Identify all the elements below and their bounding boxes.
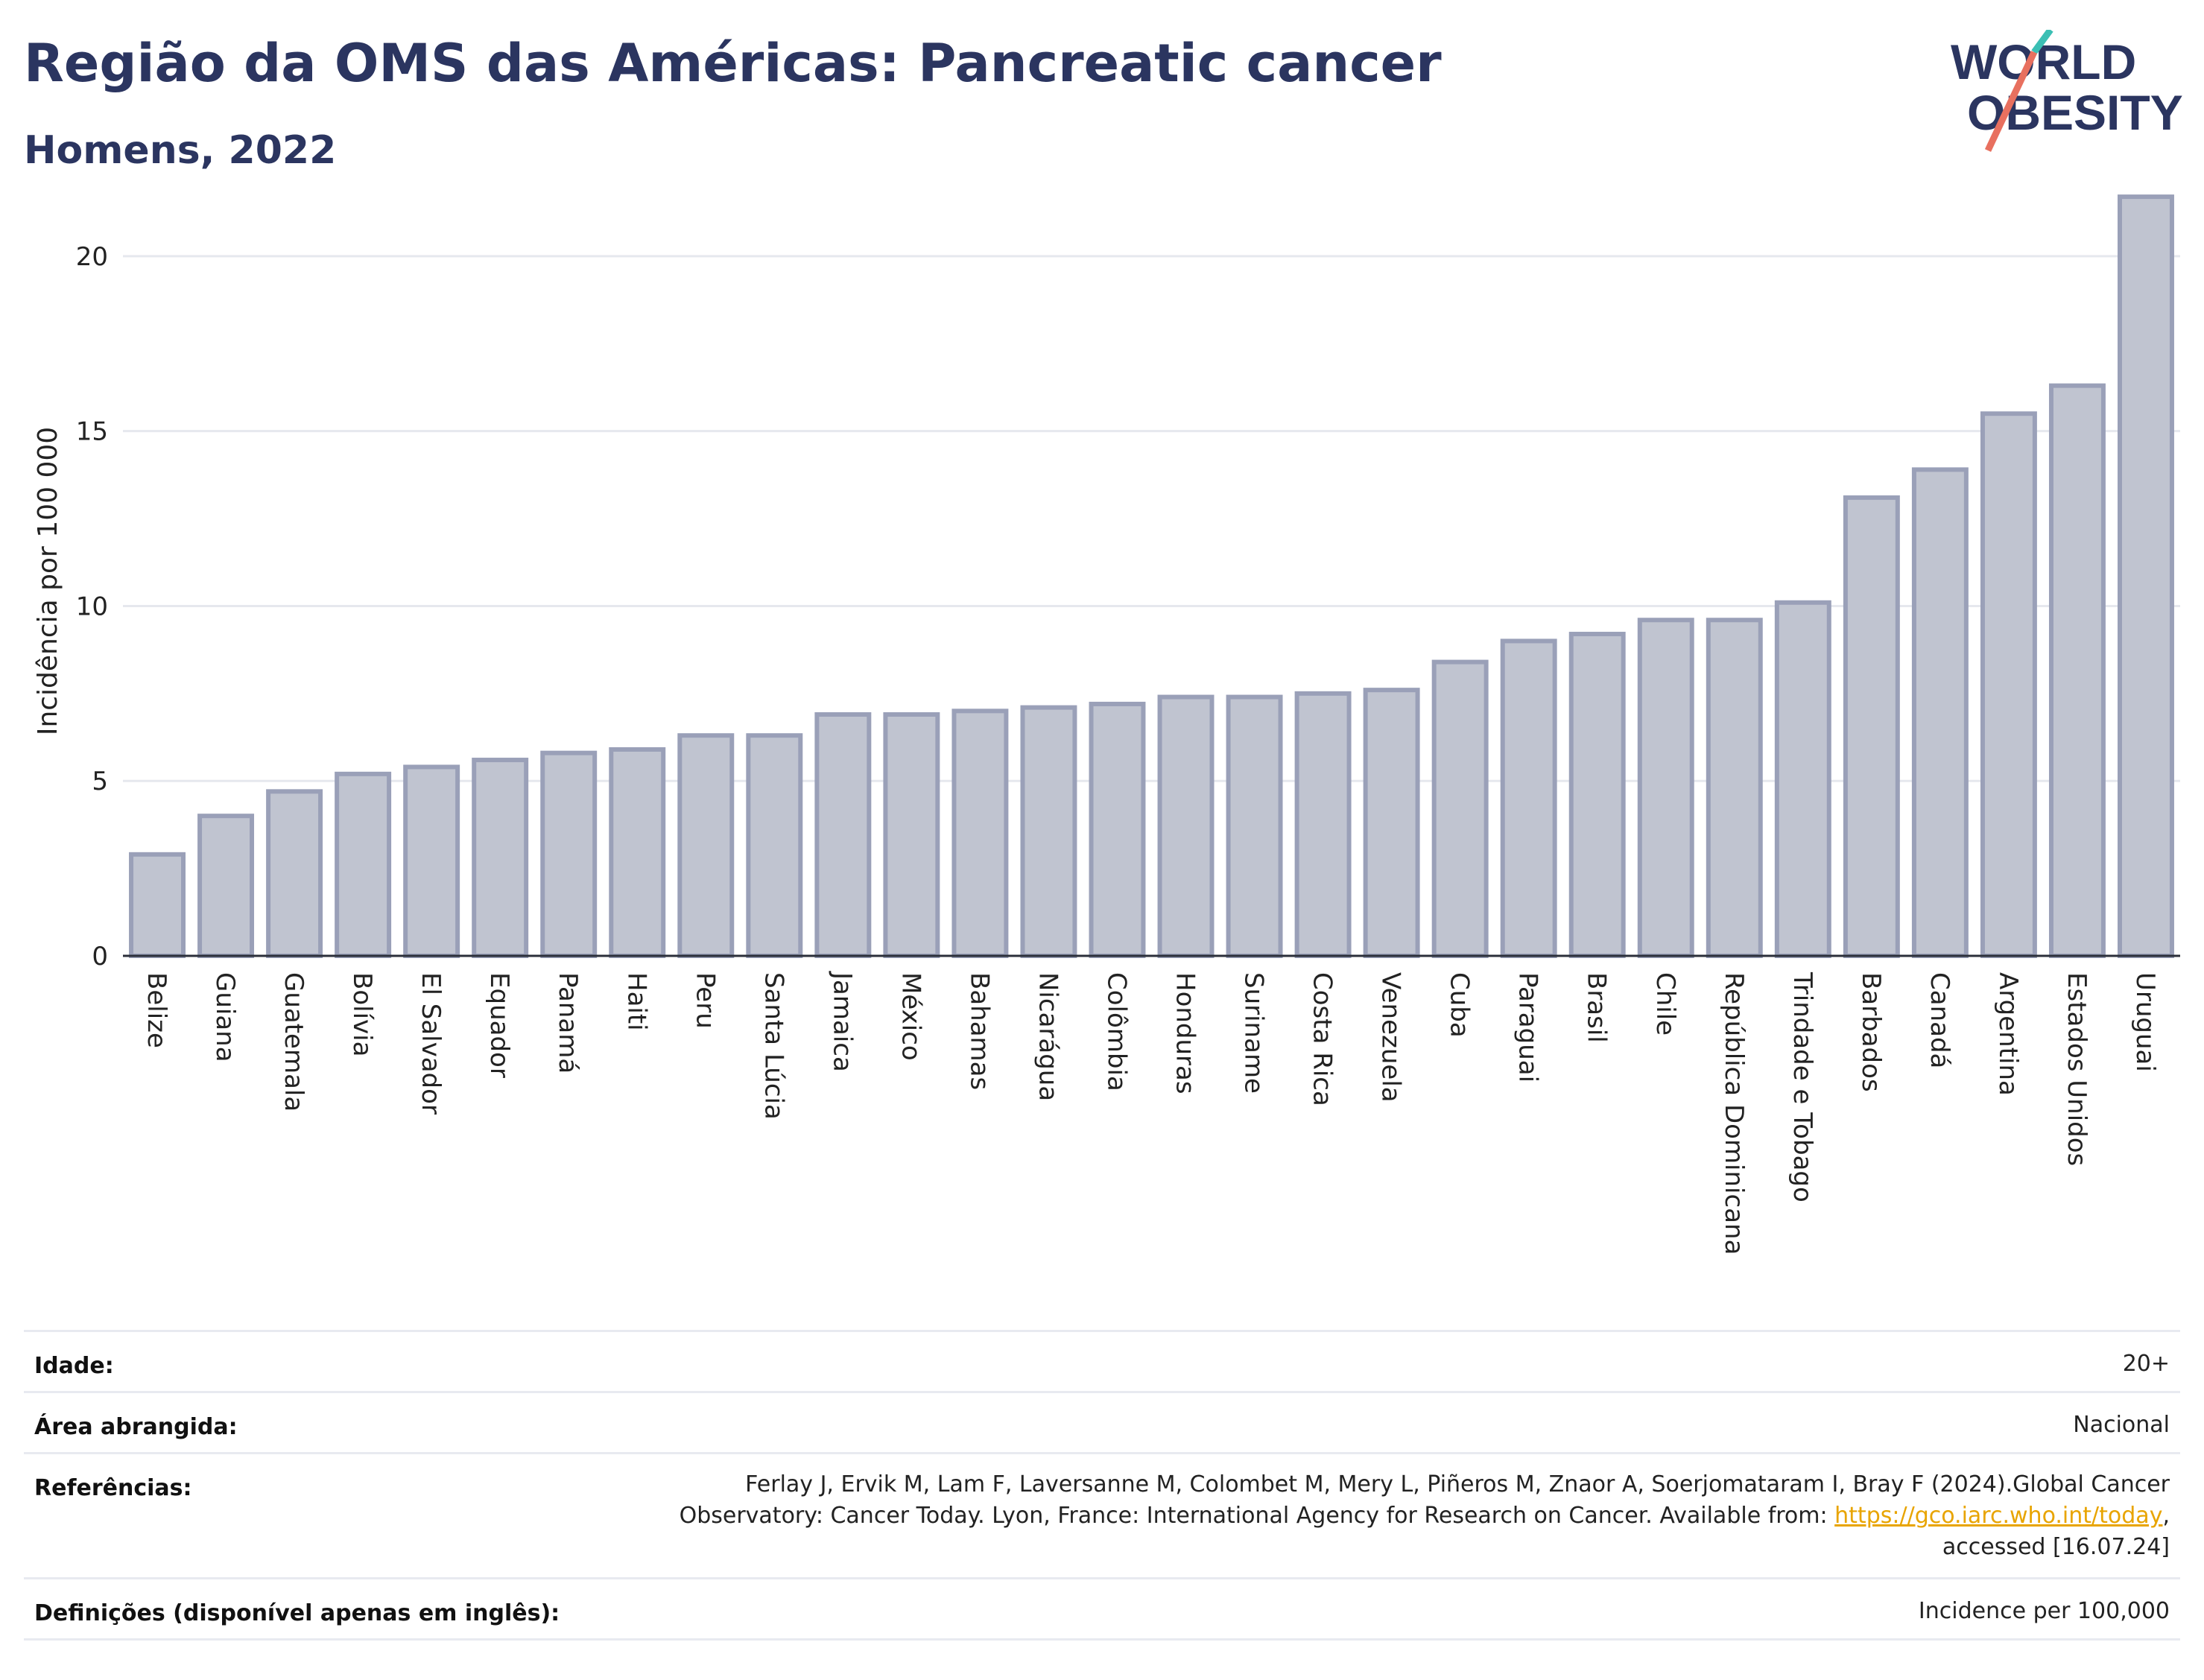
x-tick-label: Haiti <box>621 972 651 1031</box>
x-tick-label: Honduras <box>1171 972 1200 1094</box>
meta-bottom-rule <box>24 1638 2180 1641</box>
bar <box>1774 600 1831 958</box>
bar <box>1500 638 1557 959</box>
chart-title: Região da OMS das Américas: Pancreatic c… <box>24 33 1442 94</box>
bar <box>951 709 1009 958</box>
x-tick-label: Chile <box>1650 972 1680 1036</box>
bars <box>129 194 2174 959</box>
x-tick-label: Cuba <box>1445 972 1475 1038</box>
x-tick-label: Argentina <box>1993 972 2023 1096</box>
bar <box>1568 632 1626 958</box>
bar <box>746 733 803 958</box>
meta-row-age: Idade: 20+ <box>24 1330 2180 1393</box>
bar <box>266 789 323 958</box>
bar <box>1363 688 1420 958</box>
bar <box>1706 618 1763 959</box>
meta-value: Incidence per 100,000 <box>1918 1598 2170 1624</box>
bar <box>883 712 940 958</box>
x-tick-label: Venezuela <box>1376 972 1406 1103</box>
x-tick-label: Nicarágua <box>1033 972 1063 1101</box>
bar <box>1020 705 1077 958</box>
x-tick-label: Suriname <box>1239 972 1269 1094</box>
bar <box>2118 194 2174 958</box>
y-tick-label: 20 <box>76 242 108 272</box>
meta-key: Referências: <box>34 1475 192 1501</box>
metadata-table: Idade: 20+ Área abrangida: Nacional Refe… <box>24 1330 2180 1643</box>
bar <box>403 764 460 958</box>
reference-suffix: , accessed [16.07.24] <box>1942 1503 2170 1560</box>
bar-chart: 0 5 10 15 20 Belize Guiana Guatemala Bolívia El S… <box>33 194 2180 1255</box>
x-tick-label: México <box>896 972 925 1061</box>
axes: 0 5 10 15 20 Belize Guiana Guatemala Bolívia El S… <box>76 242 2180 1255</box>
grid-lines <box>123 255 2180 782</box>
x-tick-label: Belize <box>142 972 171 1048</box>
bar <box>1637 618 1694 959</box>
reference-text: Ferlay J, Ervik M, Lam F, Laversanne M, … <box>679 1471 2170 1529</box>
bar <box>1226 694 1283 958</box>
x-tick-label: Santa Lúcia <box>759 972 788 1120</box>
world-obesity-logo: WORLD OBESITY <box>1951 30 2183 152</box>
x-tick-label: Costa Rica <box>1308 972 1337 1106</box>
bar <box>197 814 255 958</box>
x-tick-label: Bolívia <box>347 972 377 1056</box>
bar <box>677 733 735 958</box>
bar <box>1294 691 1352 958</box>
bar <box>1980 411 2037 958</box>
meta-value: Nacional <box>2073 1412 2170 1438</box>
logo-slash-red <box>1984 51 2038 152</box>
bar <box>472 758 529 959</box>
meta-key: Definições (disponível apenas em inglês)… <box>34 1600 560 1626</box>
x-tick-label: El Salvador <box>416 972 446 1115</box>
meta-key: Idade: <box>34 1353 114 1379</box>
x-tick-label: Paraguai <box>1513 972 1543 1083</box>
x-tick-label: Uruguai <box>2130 972 2160 1072</box>
x-tick-label: Panamá <box>553 972 583 1074</box>
y-tick-label: 10 <box>76 592 108 621</box>
y-axis-label: Incidência por 100 000 <box>33 427 63 735</box>
meta-value: Ferlay J, Ervik M, Lam F, Laversanne M, … <box>635 1469 2170 1563</box>
y-tick-label: 15 <box>76 417 108 447</box>
chart-subtitle: Homens, 2022 <box>24 128 337 173</box>
meta-key: Área abrangida: <box>34 1414 238 1440</box>
bar <box>1911 467 1969 958</box>
meta-row-references: Referências: Ferlay J, Ervik M, Lam F, L… <box>24 1452 2180 1579</box>
reference-link[interactable]: https://gco.iarc.who.int/today <box>1834 1503 2163 1529</box>
meta-row-definitions: Definições (disponível apenas em inglês)… <box>24 1577 2180 1641</box>
x-tick-label: Estados Unidos <box>2062 972 2091 1166</box>
x-tick-label: Trindade e Tobago <box>1787 971 1817 1202</box>
logo-slash-teal <box>2031 30 2053 54</box>
x-tick-label: Canadá <box>1925 972 1954 1068</box>
bar <box>335 771 392 958</box>
bar <box>609 747 666 959</box>
y-tick-label: 0 <box>92 942 108 971</box>
x-tick-label: Jamaica <box>827 971 857 1072</box>
bar <box>2048 383 2106 958</box>
y-tick-label: 5 <box>92 767 108 796</box>
x-tick-label: Bahamas <box>964 972 994 1090</box>
bar <box>129 852 186 958</box>
meta-row-area: Área abrangida: Nacional <box>24 1391 2180 1454</box>
meta-value: 20+ <box>2122 1351 2170 1377</box>
bar <box>540 750 598 958</box>
x-tick-label: Equador <box>484 972 514 1078</box>
bar <box>1431 659 1489 959</box>
bar <box>814 712 872 958</box>
bar <box>1089 701 1146 958</box>
bar <box>1157 694 1215 958</box>
x-tick-label: Brasil <box>1582 972 1612 1043</box>
x-tick-label: Colômbia <box>1101 972 1131 1091</box>
bar <box>1843 495 1900 958</box>
x-tick-label: Peru <box>690 972 720 1029</box>
x-tick-label: Guatemala <box>279 972 308 1112</box>
x-tick-label: Barbados <box>1856 972 1886 1092</box>
x-tick-label: República Dominicana <box>1719 972 1749 1255</box>
x-tick-label: Guiana <box>210 972 240 1062</box>
